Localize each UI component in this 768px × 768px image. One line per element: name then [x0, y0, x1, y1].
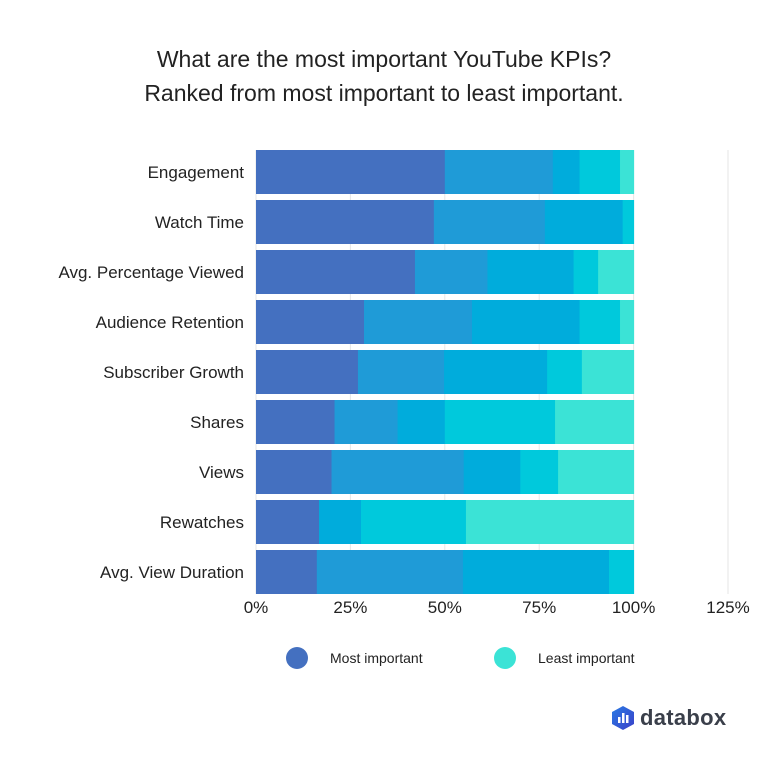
- legend-swatch: [494, 647, 516, 669]
- category-label: Watch Time: [155, 213, 244, 232]
- bar-segment: [620, 150, 635, 194]
- databox-logo: databox: [612, 705, 726, 731]
- bar-segment: [579, 150, 621, 194]
- logo-text: databox: [640, 705, 727, 730]
- category-label: Avg. Percentage Viewed: [58, 263, 244, 282]
- x-tick-label: 50%: [428, 598, 462, 617]
- x-tick-label: 25%: [333, 598, 367, 617]
- bar-segment: [357, 350, 445, 394]
- category-label: Shares: [190, 413, 244, 432]
- bar-segment: [360, 500, 467, 544]
- bar-segment: [573, 250, 599, 294]
- legend-swatch: [286, 647, 308, 669]
- bar-segment: [316, 550, 464, 594]
- bar-segment: [256, 550, 318, 594]
- category-label: Rewatches: [160, 513, 244, 532]
- legend-most-important: Most important: [286, 647, 423, 669]
- bar-segment: [433, 200, 546, 244]
- bar-segment: [598, 250, 635, 294]
- bar-segment: [544, 200, 624, 244]
- category-label: Views: [199, 463, 244, 482]
- bar-segment: [547, 350, 583, 394]
- title-line: What are the most important YouTube KPIs…: [156, 46, 612, 72]
- bar-segment: [581, 350, 635, 394]
- legend-label: Least important: [538, 650, 635, 666]
- x-tick-label: 100%: [612, 598, 655, 617]
- bar-segment: [256, 150, 446, 194]
- bar-segment: [256, 350, 359, 394]
- subtitle-line: Ranked from most important to least impo…: [144, 80, 624, 106]
- bar-segment: [363, 300, 473, 344]
- chart-title: What are the most important YouTube KPIs…: [0, 42, 768, 110]
- bar-segment: [414, 250, 488, 294]
- x-tick-label: 0%: [244, 598, 269, 617]
- bar-segment: [558, 450, 635, 494]
- bar-segment: [444, 150, 554, 194]
- bar-segment: [256, 250, 416, 294]
- bar-segment: [256, 300, 365, 344]
- bar-segment: [463, 450, 521, 494]
- x-tick-label: 75%: [522, 598, 556, 617]
- databox-logo-icon: [612, 706, 634, 730]
- bar-segment: [552, 150, 581, 194]
- bar-segment: [444, 350, 548, 394]
- bar-segment: [256, 500, 320, 544]
- bar-segment: [319, 500, 362, 544]
- bar-segment: [256, 400, 336, 444]
- bar-segment: [622, 200, 635, 244]
- stacked-bar-chart: 0% 25% 50% 75% 100% 125% Engagement Watch Time A…: [58, 150, 750, 617]
- bar-segment: [579, 300, 621, 344]
- bar-segment: [256, 450, 333, 494]
- bar-segment: [520, 450, 559, 494]
- bar-segment: [555, 400, 635, 444]
- bar-segment: [487, 250, 575, 294]
- bar-segment: [334, 400, 399, 444]
- bar-segment: [462, 550, 610, 594]
- bar-segment: [397, 400, 446, 444]
- category-label: Avg. View Duration: [100, 563, 244, 582]
- category-label: Audience Retention: [96, 313, 244, 332]
- bar-segment: [620, 300, 635, 344]
- x-tick-label: 125%: [706, 598, 749, 617]
- category-label: Engagement: [148, 163, 245, 182]
- bar-segment: [471, 300, 581, 344]
- legend-least-important: Least important: [494, 647, 635, 669]
- bar-segment: [331, 450, 465, 494]
- bar-segment: [256, 200, 435, 244]
- legend-label: Most important: [330, 650, 423, 666]
- category-label: Subscriber Growth: [103, 363, 244, 382]
- bar-segment: [465, 500, 635, 544]
- bar-segment: [609, 550, 635, 594]
- bar-segment: [444, 400, 556, 444]
